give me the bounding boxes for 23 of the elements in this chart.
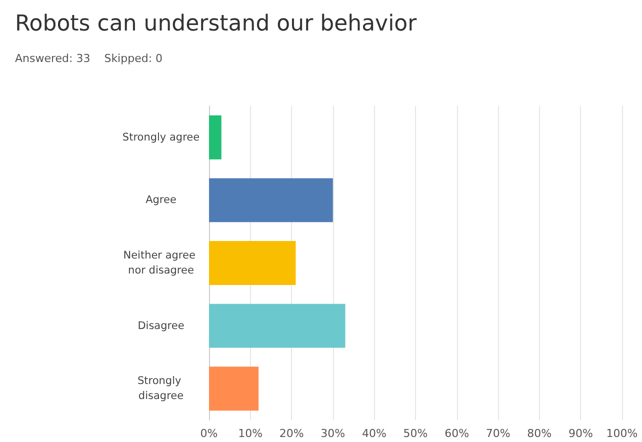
x-tick-label: 100%	[606, 427, 638, 440]
text: Answered: 33 Skipped: 0	[15, 52, 163, 65]
bar	[209, 178, 333, 222]
bar	[209, 366, 259, 411]
bar	[209, 115, 222, 160]
x-tick-label: 30%	[320, 427, 346, 440]
x-tick-label: 90%	[568, 427, 593, 440]
x-tick-label: 50%	[403, 427, 428, 440]
x-tick-label: 0%	[200, 427, 218, 440]
y-tick-label: Agree	[146, 194, 176, 206]
chart-title: Robots can understand our behavior	[15, 12, 418, 36]
x-tick-label: 20%	[279, 427, 304, 440]
x-tick-label: 40%	[362, 427, 386, 440]
bar	[209, 241, 296, 285]
x-tick-label: 10%	[238, 427, 263, 440]
y-tick-label: Neither agree nor disagree	[123, 250, 199, 276]
y-tick-label: Strongly disagree	[137, 375, 185, 402]
x-tick-label: 60%	[444, 427, 470, 440]
bar	[209, 304, 346, 348]
y-tick-label: Strongly agree	[122, 131, 200, 144]
x-tick-label: 70%	[486, 427, 510, 440]
x-tick-label: 80%	[527, 427, 552, 440]
y-tick-label: Disagree	[138, 320, 184, 332]
